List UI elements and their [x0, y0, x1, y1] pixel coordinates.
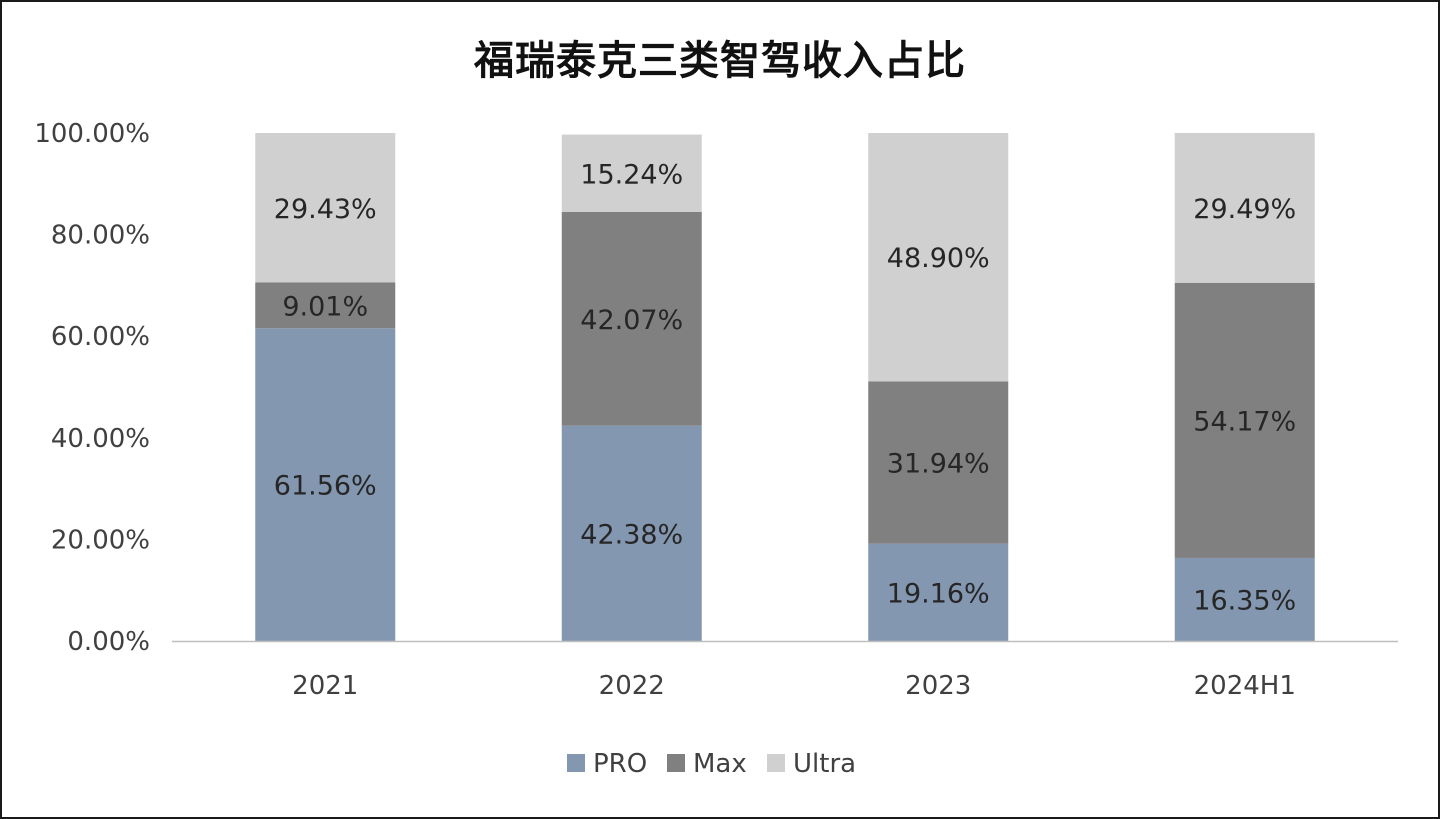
- data-label: 31.94%: [887, 449, 990, 480]
- data-label: 29.49%: [1193, 194, 1296, 225]
- bar-ultra-2024h1: [1174, 132, 1315, 283]
- legend-label-max: Max: [693, 749, 747, 779]
- bar-max-2022: [561, 211, 702, 426]
- data-label: 54.17%: [1193, 406, 1296, 437]
- x-tick-label: 2024H1: [1194, 671, 1296, 701]
- y-tick-label: 100.00%: [34, 119, 150, 149]
- data-label: 42.07%: [580, 305, 683, 336]
- data-label: 19.16%: [887, 578, 990, 609]
- bar-max-2024h1: [1174, 282, 1315, 558]
- legend-swatch-ultra: [767, 754, 785, 772]
- bar-pro-2023: [868, 543, 1009, 641]
- y-tick-label: 0.00%: [67, 627, 150, 657]
- legend-swatch-pro: [567, 754, 585, 772]
- data-label: 16.35%: [1193, 585, 1296, 616]
- bar-pro-2024h1: [1174, 557, 1315, 641]
- bar-ultra-2022: [561, 134, 702, 212]
- x-tick-label: 2023: [905, 671, 971, 701]
- data-label: 42.38%: [580, 519, 683, 550]
- x-tick-label: 2021: [292, 671, 358, 701]
- y-tick-label: 60.00%: [51, 322, 150, 352]
- data-label: 29.43%: [274, 194, 377, 225]
- bar-pro-2021: [255, 328, 396, 641]
- bar-ultra-2021: [255, 133, 396, 283]
- data-label: 15.24%: [580, 159, 683, 190]
- bar-max-2021: [255, 282, 396, 329]
- y-tick-label: 80.00%: [51, 221, 150, 251]
- bar-pro-2022: [561, 425, 702, 641]
- chart-title: 福瑞泰克三类智驾收入占比: [474, 38, 966, 84]
- y-tick-label: 40.00%: [51, 424, 150, 454]
- data-label: 61.56%: [274, 471, 377, 502]
- y-tick-label: 20.00%: [51, 525, 150, 555]
- legend-label-ultra: Ultra: [793, 749, 856, 779]
- legend-label-pro: PRO: [593, 749, 647, 779]
- data-label: 48.90%: [887, 243, 990, 274]
- bar-max-2023: [868, 381, 1009, 544]
- bar-ultra-2023: [868, 133, 1009, 382]
- x-tick-label: 2022: [599, 671, 665, 701]
- data-label: 9.01%: [282, 291, 368, 322]
- legend-swatch-max: [667, 754, 685, 772]
